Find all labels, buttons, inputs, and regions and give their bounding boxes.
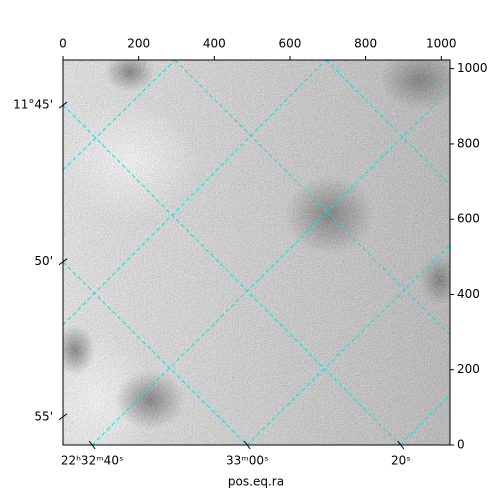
top-tick-label: 400 — [203, 37, 226, 51]
top-tick-label: 200 — [127, 37, 150, 51]
coordinate-grid — [63, 60, 450, 445]
axes-frame — [62, 59, 451, 446]
top-tick-label: 0 — [59, 37, 67, 51]
x-axis-label: pos.eq.ra — [228, 475, 284, 489]
bottom-tick — [397, 440, 405, 450]
left-tick — [58, 258, 68, 266]
left-tick-label: 11°45' — [13, 98, 53, 112]
left-tick — [58, 413, 68, 421]
top-tick-label: 1000 — [426, 37, 457, 51]
bottom-tick — [88, 440, 96, 450]
left-tick — [58, 101, 68, 109]
bottom-tick-label: 22ʰ32ᵐ40ˢ — [61, 454, 124, 468]
right-tick-label: 800 — [457, 136, 480, 150]
left-tick-label: 55' — [34, 409, 53, 423]
right-tick-label: 200 — [457, 362, 480, 376]
bottom-tick-label: 33ᵐ00ˢ — [226, 454, 269, 468]
top-tick-label: 600 — [279, 37, 302, 51]
top-tick-label: 800 — [354, 37, 377, 51]
left-tick-label: 50' — [34, 254, 53, 268]
right-tick-label: 600 — [457, 212, 480, 226]
right-tick-label: 0 — [457, 438, 465, 452]
right-tick-label: 1000 — [457, 61, 488, 75]
bottom-tick — [243, 440, 251, 450]
bottom-tick-label: 20ˢ — [391, 454, 411, 468]
sky-image — [63, 60, 450, 445]
right-tick-label: 400 — [457, 287, 480, 301]
